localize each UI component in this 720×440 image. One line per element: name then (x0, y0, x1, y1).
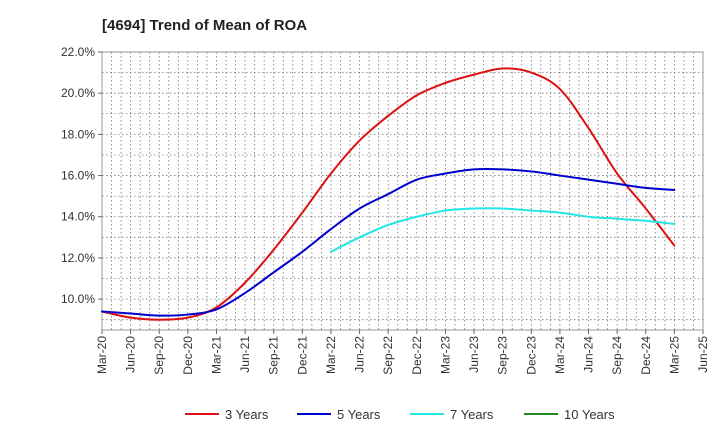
plot-area (101, 51, 704, 331)
x-tick-label: Jun-22 (353, 336, 367, 373)
x-tick-label: Jun-24 (582, 336, 596, 373)
legend: 3 Years 5 Years 7 Years 10 Years (185, 407, 615, 422)
y-axis-ticks: 10.0% 12.0% 14.0% 16.0% 18.0% 20.0% 22.0% (61, 45, 102, 306)
y-tick-label: 10.0% (61, 292, 95, 306)
x-tick-label: Mar-24 (553, 336, 567, 374)
x-tick-label: Sep-21 (267, 336, 281, 375)
x-tick-label: Mar-20 (95, 336, 109, 374)
x-tick-label: Mar-23 (438, 336, 452, 374)
y-tick-label: 20.0% (61, 86, 95, 100)
x-tick-label: Dec-21 (295, 336, 309, 375)
x-axis-ticks: Mar-20 Jun-20 Sep-20 Dec-20 Mar-21 Jun-21 Sep-… (95, 330, 710, 375)
legend-label: 10 Years (564, 407, 615, 422)
y-tick-label: 12.0% (61, 251, 95, 265)
y-tick-label: 22.0% (61, 45, 95, 59)
chart-title: [4694] Trend of Mean of ROA (102, 17, 307, 34)
x-tick-label: Mar-25 (667, 336, 681, 374)
y-tick-label: 14.0% (61, 210, 95, 224)
y-tick-label: 16.0% (61, 169, 95, 183)
series-line-7-years (329, 207, 676, 253)
y-tick-label: 18.0% (61, 127, 95, 141)
legend-label: 7 Years (450, 407, 494, 422)
x-tick-label: Sep-23 (496, 336, 510, 375)
x-tick-label: Sep-20 (152, 336, 166, 375)
legend-label: 5 Years (337, 407, 381, 422)
x-tick-label: Mar-21 (209, 336, 223, 374)
x-tick-label: Dec-23 (524, 336, 538, 375)
x-tick-label: Dec-22 (410, 336, 424, 375)
x-tick-label: Mar-22 (324, 336, 338, 374)
x-tick-label: Jun-25 (696, 336, 710, 373)
x-tick-label: Jun-21 (238, 336, 252, 373)
series-line-5-years (101, 167, 676, 317)
series-line-3-years (101, 67, 676, 321)
x-tick-label: Jun-20 (124, 336, 138, 373)
grid-lines (102, 51, 703, 330)
x-tick-label: Jun-23 (467, 336, 481, 373)
x-tick-label: Sep-24 (610, 336, 624, 375)
x-tick-label: Dec-24 (639, 336, 653, 375)
series-lines (101, 67, 676, 321)
legend-label: 3 Years (225, 407, 269, 422)
x-tick-label: Sep-22 (381, 336, 395, 375)
x-tick-label: Dec-20 (181, 336, 195, 375)
